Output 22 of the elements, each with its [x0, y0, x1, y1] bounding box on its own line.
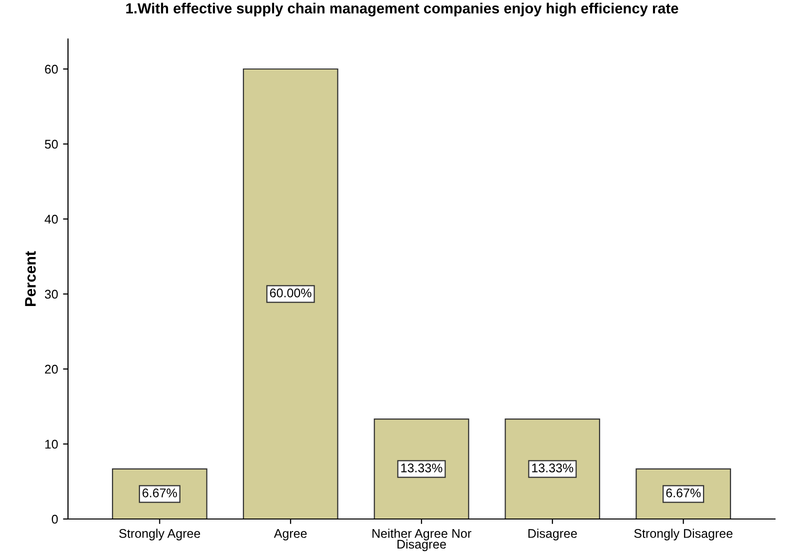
y-axis-title: Percent — [25, 251, 36, 306]
y-tick-label: 30 — [44, 290, 58, 299]
y-tick-label: 50 — [44, 140, 58, 149]
data-label: 6.67% — [142, 488, 177, 498]
y-tick-label: 10 — [45, 440, 58, 449]
y-tick-label: 20 — [45, 364, 58, 374]
bar — [374, 418, 470, 519]
data-label: 13.33% — [401, 464, 442, 472]
x-tick-label: Neither Agree Nor Disagree — [372, 528, 472, 552]
x-tick-label: Strongly Agree — [119, 528, 200, 540]
y-tick-label: 0 — [52, 514, 58, 524]
chart-title: 1.With effective supply chain management companies enjoy high efficiency rate — [126, 2, 678, 16]
data-label: 60.00% — [270, 288, 312, 298]
bar — [242, 68, 338, 519]
data-label: 13.33% — [532, 464, 574, 472]
data-label: 6.67% — [666, 488, 701, 498]
x-tick-label: Agree — [274, 529, 307, 540]
bar — [504, 418, 600, 519]
y-tick-label: 40 — [44, 214, 58, 224]
y-tick-label: 60 — [45, 64, 58, 74]
x-tick-label: Disagree — [528, 528, 577, 540]
x-tick-label: Strongly Disagree — [634, 528, 732, 540]
